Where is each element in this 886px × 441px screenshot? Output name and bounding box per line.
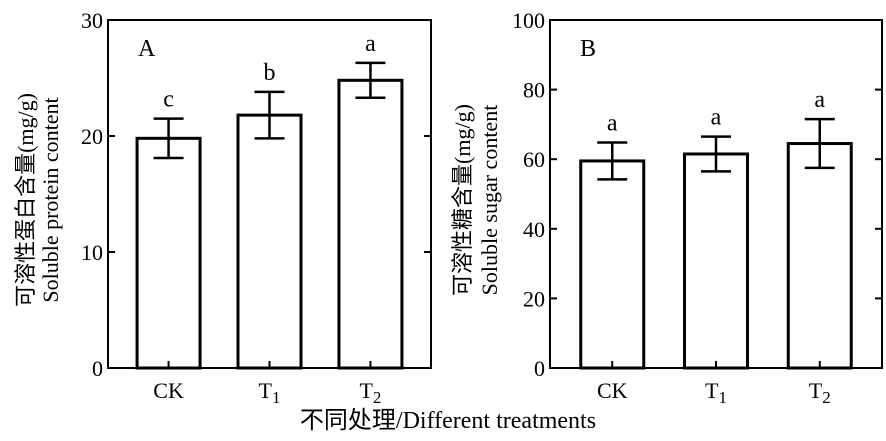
panel-a: 0 10 20 30 A 可溶性蛋白含量(mg/g) Soluble protein con… [13, 8, 432, 407]
panel-b-xtick-label-ck: CK [597, 378, 628, 403]
xtick-label-sub: 1 [718, 388, 727, 407]
panel-b-bar-t1 [683, 152, 749, 370]
panel-a-significance-t1: b [264, 60, 276, 86]
panel-b-ytick-label: 40 [523, 217, 545, 242]
panel-b-error-bar-ck [597, 141, 628, 181]
panel-b: 0 20 40 60 80 100 B 可溶性糖含量(mg/g) Soluble sugar c… [450, 8, 883, 407]
panel-b-xtick-label-t2: T2 [809, 378, 831, 407]
panel-a-bar-t2 [337, 78, 404, 370]
panel-a-error-bar-ck [153, 117, 184, 160]
xtick-label-sub: 2 [822, 388, 831, 407]
panel-a-ytick-label: 20 [81, 124, 103, 149]
xtick-label-main: T [705, 378, 719, 403]
panel-a-significance-ck: c [163, 87, 174, 113]
panel-b-ytick-label: 60 [523, 147, 545, 172]
panel-b-bar-ck [579, 159, 646, 370]
panel-b-ylabel-cn: 可溶性糖含量(mg/g) [450, 104, 475, 296]
panel-a-bar-ck [135, 136, 202, 370]
xtick-label-main: T [809, 378, 823, 403]
panel-a-ytick-label: 0 [92, 356, 103, 381]
panel-b-xtick-label-t1: T1 [705, 378, 727, 407]
panel-b-ylabel-en: Soluble sugar content [477, 105, 502, 296]
xtick-label-main: T [359, 378, 373, 403]
panel-a-error-bar-t1 [254, 90, 285, 140]
xtick-label-main: CK [153, 378, 184, 403]
panel-a-bar-t1 [236, 113, 303, 370]
panel-b-significance-ck: a [607, 110, 618, 136]
panel-a-significance-t2: a [365, 31, 376, 57]
panel-b-significance-t1: a [711, 105, 722, 131]
panel-a-xtick-label-t2: T2 [359, 378, 381, 407]
panel-a-ylabel-cn: 可溶性蛋白含量(mg/g) [13, 93, 38, 307]
panel-b-ytick-label: 80 [523, 78, 545, 103]
panel-b-bar-t2 [786, 142, 853, 370]
panel-a-xtick-label-ck: CK [153, 378, 184, 403]
panel-b-significance-t2: a [814, 87, 825, 113]
xtick-label-sub: 1 [272, 388, 281, 407]
panel-b-error-bar-t1 [701, 135, 731, 173]
panel-a-ylabel-en: Soluble protein content [38, 97, 63, 302]
xtick-label-main: T [259, 378, 273, 403]
panel-a-letter: A [138, 36, 156, 62]
panel-b-ytick-label: 0 [534, 356, 545, 381]
panel-b-error-bar-t2 [804, 117, 835, 170]
panel-a-ytick-label: 10 [81, 240, 103, 265]
panel-b-letter: B [580, 36, 596, 62]
panel-a-ytick-label: 30 [81, 8, 103, 33]
panel-a-xtick-label-t1: T1 [259, 378, 281, 407]
x-axis-title: 不同处理/Different treatments [300, 407, 596, 434]
xtick-label-sub: 2 [373, 388, 382, 407]
xtick-label-main: CK [597, 378, 628, 403]
panel-a-error-bar-t2 [355, 61, 386, 99]
panel-b-ytick-label: 20 [523, 286, 545, 311]
panel-b-ytick-label: 100 [512, 8, 545, 33]
